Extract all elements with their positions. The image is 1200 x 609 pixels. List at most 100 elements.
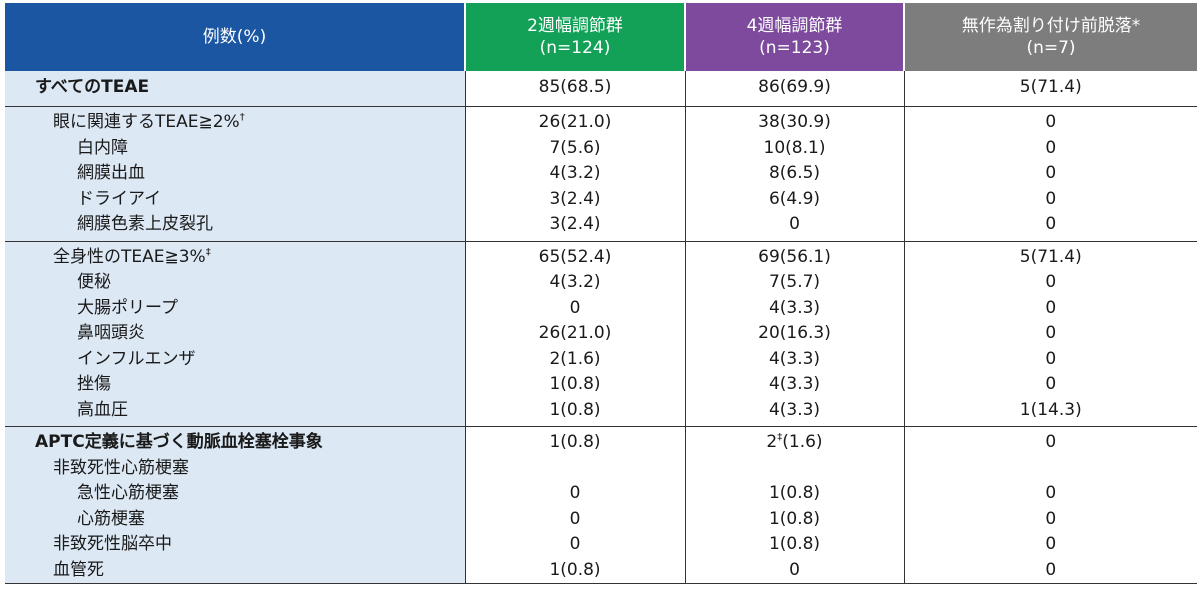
cell-2week: 0 [464, 295, 685, 321]
cell-4week: 86(69.9) [684, 71, 904, 107]
cell-dropout: 0 [903, 106, 1197, 136]
table-row: 白内障 7(5.6) 10(8.1) 0 [5, 135, 1197, 161]
cell-4week: 8(6.5) [684, 161, 904, 187]
cell-4week: 38(30.9) [684, 106, 904, 136]
table-row: APTC定義に基づく動脈血栓塞栓事象 1(0.8) 2‡(1.6) 0 [5, 426, 1197, 456]
table-row: 心筋梗塞 0 1(0.8) 0 [5, 506, 1197, 532]
cell-4week: 4(3.3) [684, 397, 904, 427]
header-2week-group: 2週幅調節群 (n=124) [464, 3, 685, 71]
cell-dropout: 0 [903, 321, 1197, 347]
cell-dropout: 0 [903, 186, 1197, 212]
row-label: 大腸ポリープ [5, 295, 465, 321]
cell-4week: 1(0.8) [684, 506, 904, 532]
table-row: 網膜色素上皮裂孔 3(2.4) 0 0 [5, 212, 1197, 241]
row-label: 白内障 [5, 135, 465, 161]
cell-4week: 4(3.3) [684, 346, 904, 372]
cell-4week: 6(4.9) [684, 186, 904, 212]
row-label: 網膜出血 [5, 161, 465, 187]
cell-4week: 20(16.3) [684, 321, 904, 347]
cell-4week: 4(3.3) [684, 295, 904, 321]
cell-dropout [903, 455, 1197, 481]
footnote-double-dagger: ‡ [205, 246, 211, 258]
table-row: 非致死性心筋梗塞 [5, 455, 1197, 481]
cell-2week: 26(21.0) [464, 321, 685, 347]
cell-2week: 3(2.4) [464, 212, 685, 241]
table-row: 大腸ポリープ 0 4(3.3) 0 [5, 295, 1197, 321]
cell-dropout: 0 [903, 481, 1197, 507]
row-label: 急性心筋梗塞 [5, 481, 465, 507]
cell-2week: 4(3.2) [464, 161, 685, 187]
row-label: 高血圧 [5, 397, 465, 427]
cell-2week: 1(0.8) [464, 557, 685, 584]
row-label: 眼に関連するTEAE≧2%† [5, 106, 465, 136]
cell-4week: 4(3.3) [684, 372, 904, 398]
adverse-events-table: 例数(%) 2週幅調節群 (n=124) 4週幅調節群 (n=123) 無作為割り付… [5, 3, 1197, 584]
table-row: 網膜出血 4(3.2) 8(6.5) 0 [5, 161, 1197, 187]
cell-4week: 1(0.8) [684, 481, 904, 507]
cell-dropout: 1(14.3) [903, 397, 1197, 427]
cell-4week: 69(56.1) [684, 240, 904, 270]
table-row: 便秘 4(3.2) 7(5.7) 0 [5, 270, 1197, 296]
cell-dropout: 0 [903, 557, 1197, 584]
cell-2week: 26(21.0) [464, 106, 685, 136]
cell-4week: 2‡(1.6) [684, 426, 904, 456]
cell-dropout: 0 [903, 270, 1197, 296]
cell-dropout: 0 [903, 212, 1197, 241]
cell-2week: 85(68.5) [464, 71, 685, 107]
table-row: 全身性のTEAE≧3%‡ 65(52.4) 69(56.1) 5(71.4) [5, 240, 1197, 270]
row-label: 便秘 [5, 270, 465, 296]
row-label: 網膜色素上皮裂孔 [5, 212, 465, 241]
cell-2week: 2(1.6) [464, 346, 685, 372]
cell-4week: 1(0.8) [684, 532, 904, 558]
footnote-dagger: † [239, 112, 245, 123]
table-row: 非致死性脳卒中 0 1(0.8) 0 [5, 532, 1197, 558]
table-row: 急性心筋梗塞 0 1(0.8) 0 [5, 481, 1197, 507]
cell-2week: 0 [464, 481, 685, 507]
cell-2week: 65(52.4) [464, 240, 685, 270]
row-label: 非致死性心筋梗塞 [5, 455, 465, 481]
cell-4week [684, 455, 904, 481]
table-row: 鼻咽頭炎 26(21.0) 20(16.3) 0 [5, 321, 1197, 347]
cell-dropout: 0 [903, 295, 1197, 321]
cell-2week: 4(3.2) [464, 270, 685, 296]
cell-4week: 0 [684, 557, 904, 584]
table-row: 高血圧 1(0.8) 4(3.3) 1(14.3) [5, 397, 1197, 427]
cell-2week: 3(2.4) [464, 186, 685, 212]
cell-2week: 1(0.8) [464, 372, 685, 398]
row-label: 血管死 [5, 557, 465, 584]
header-cases-percent: 例数(%) [5, 3, 465, 71]
cell-dropout: 5(71.4) [903, 240, 1197, 270]
row-label: 非致死性脳卒中 [5, 532, 465, 558]
cell-4week: 7(5.7) [684, 270, 904, 296]
cell-2week: 1(0.8) [464, 426, 685, 456]
cell-dropout: 0 [903, 161, 1197, 187]
row-label: APTC定義に基づく動脈血栓塞栓事象 [5, 426, 465, 456]
cell-dropout: 0 [903, 426, 1197, 456]
cell-dropout: 0 [903, 532, 1197, 558]
row-label: 鼻咽頭炎 [5, 321, 465, 347]
table-header-row: 例数(%) 2週幅調節群 (n=124) 4週幅調節群 (n=123) 無作為割り付… [5, 3, 1197, 71]
footnote-double-dagger: ‡ [777, 432, 783, 443]
cell-2week [464, 455, 685, 481]
table-row: 血管死 1(0.8) 0 0 [5, 557, 1197, 584]
row-label: 挫傷 [5, 372, 465, 398]
row-label: インフルエンザ [5, 346, 465, 372]
header-4week-group: 4週幅調節群 (n=123) [684, 3, 904, 71]
cell-4week: 0 [684, 212, 904, 241]
row-label: 心筋梗塞 [5, 506, 465, 532]
cell-2week: 7(5.6) [464, 135, 685, 161]
table-row: 挫傷 1(0.8) 4(3.3) 0 [5, 372, 1197, 398]
cell-dropout: 0 [903, 346, 1197, 372]
header-pre-randomization-dropout: 無作為割り付け前脱落* (n=7) [903, 3, 1197, 71]
row-label: すべてのTEAE [5, 71, 465, 107]
table-row: ドライアイ 3(2.4) 6(4.9) 0 [5, 186, 1197, 212]
row-label: ドライアイ [5, 186, 465, 212]
cell-2week: 1(0.8) [464, 397, 685, 427]
table-row: インフルエンザ 2(1.6) 4(3.3) 0 [5, 346, 1197, 372]
cell-dropout: 0 [903, 372, 1197, 398]
cell-dropout: 0 [903, 506, 1197, 532]
cell-2week: 0 [464, 532, 685, 558]
cell-dropout: 0 [903, 135, 1197, 161]
cell-2week: 0 [464, 506, 685, 532]
